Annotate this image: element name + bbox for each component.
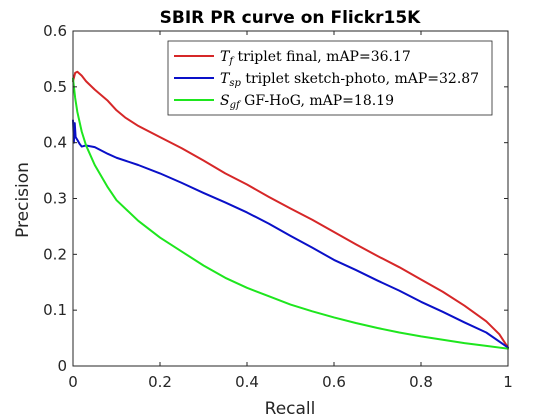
y-tick-label: 0.3 — [43, 190, 67, 208]
axis-ticks: 0 0.2 0.4 0.6 0.8 1 0 0.1 0.2 0.3 0.4 0.5 0.6 — [43, 22, 513, 391]
series-line-1 — [72, 119, 509, 349]
y-tick-label: 0.4 — [43, 134, 67, 152]
x-tick-label: 1 — [503, 373, 513, 391]
x-tick-label: 0.2 — [148, 373, 172, 391]
y-axis-label: Precision — [13, 162, 33, 238]
legend: Tf triplet final, mAP=36.17 Tsp triplet s… — [167, 40, 493, 116]
y-tick-label: 0.1 — [43, 301, 67, 319]
legend-label-2: Sgf GF-HoG, mAP=18.19 — [220, 93, 394, 111]
x-tick-label: 0 — [68, 373, 78, 391]
y-tick-label: 0.6 — [43, 22, 67, 40]
y-tick-label: 0 — [57, 357, 67, 375]
x-tick-label: 0.6 — [322, 373, 346, 391]
legend-label-0: Tf triplet final, mAP=36.17 — [220, 49, 411, 67]
series-line-2 — [72, 77, 509, 350]
legend-box — [167, 40, 493, 116]
x-tick-label: 0.4 — [235, 373, 259, 391]
x-axis-label: Recall — [265, 399, 316, 419]
y-tick-label: 0.5 — [43, 78, 67, 96]
series-line-0 — [72, 70, 509, 349]
x-tick-label: 0.8 — [409, 373, 433, 391]
chart-title: SBIR PR curve on Flickr15K — [160, 8, 421, 28]
legend-label-1: Tsp triplet sketch-photo, mAP=32.87 — [220, 71, 479, 89]
y-tick-label: 0.2 — [43, 245, 67, 263]
plot-area — [72, 70, 509, 350]
